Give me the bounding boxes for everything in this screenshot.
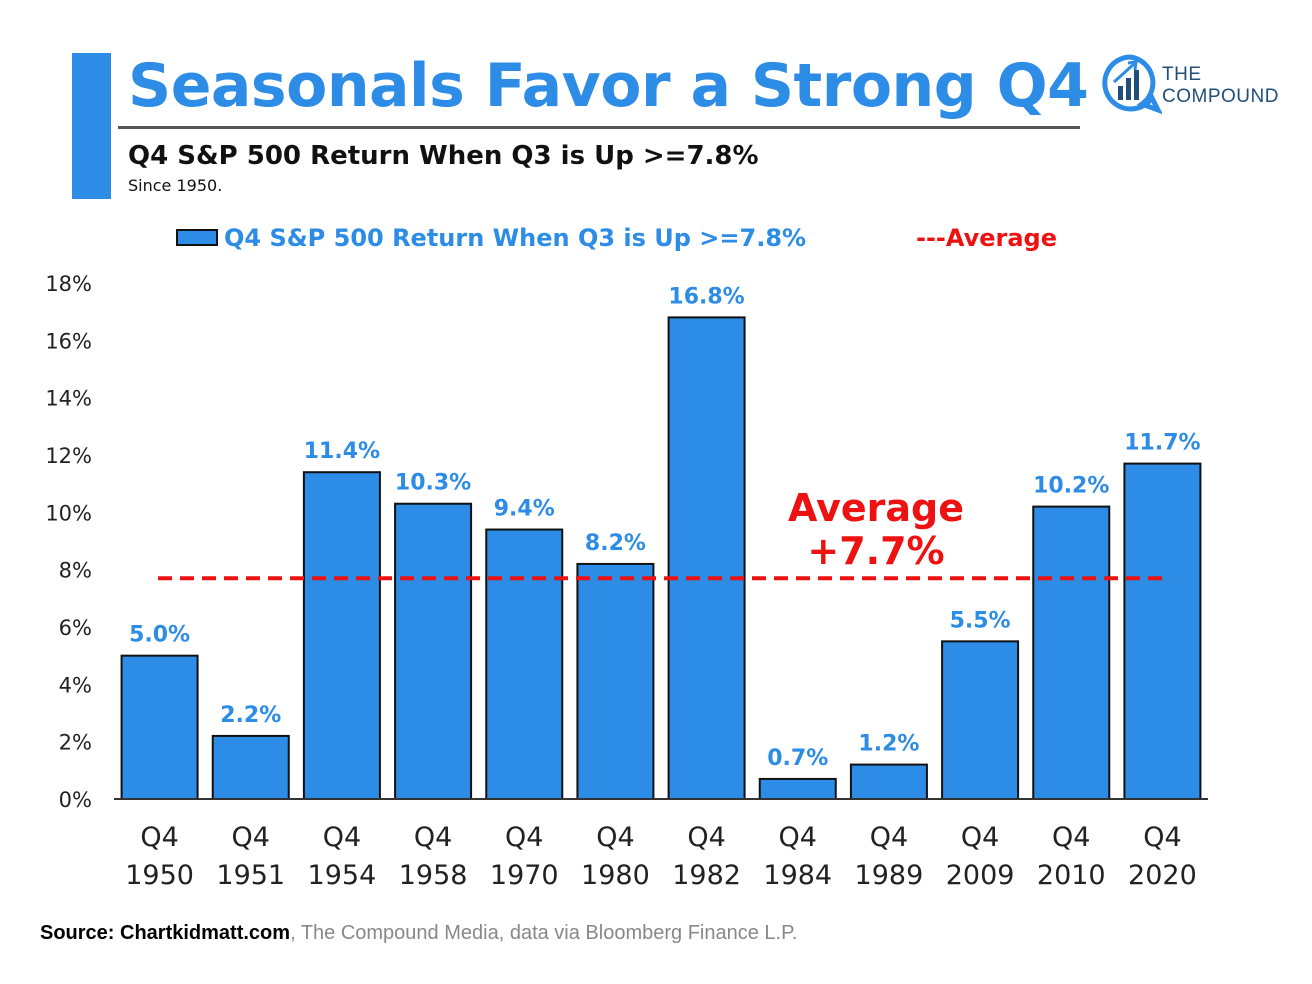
chart-bubble-icon: [1102, 54, 1162, 115]
y-tick-label: 8%: [59, 559, 92, 583]
bar: [667, 316, 746, 800]
title-divider: [118, 126, 1080, 129]
bar: [485, 528, 564, 800]
x-tick-label: Q4: [1143, 822, 1181, 853]
x-tick-label: 1980: [581, 860, 650, 891]
brand-line-2: COMPOUND: [1162, 86, 1279, 107]
x-tick-label: Q4: [870, 822, 908, 853]
x-tick-label: Q4: [779, 822, 817, 853]
data-label: 5.5%: [950, 608, 1011, 633]
y-tick-label: 16%: [45, 329, 92, 353]
data-label: 16.8%: [668, 284, 744, 309]
x-tick-label: Q4: [140, 822, 178, 853]
y-tick-label: 12%: [45, 444, 92, 468]
x-tick-label: Q4: [687, 822, 725, 853]
since-note: Since 1950.: [128, 176, 223, 195]
data-label: 10.3%: [395, 471, 471, 496]
source-rest: , The Compound Media, data via Bloomberg…: [290, 922, 798, 944]
bar: [394, 502, 473, 800]
x-tick-label: 1989: [855, 860, 924, 891]
x-tick-label: 2009: [946, 860, 1015, 891]
data-label: 11.7%: [1124, 431, 1200, 456]
bar: [211, 734, 290, 801]
data-label: 2.2%: [220, 703, 281, 728]
data-label: 9.4%: [494, 497, 555, 522]
y-tick-label: 0%: [59, 788, 92, 812]
legend-average-label: ---Average: [916, 224, 1058, 252]
source-bold: Source: Chartkidmatt.com: [40, 922, 291, 944]
y-tick-label: 18%: [45, 272, 92, 296]
bar: [758, 777, 837, 801]
title-accent-bar: [72, 53, 111, 199]
x-tick-label: Q4: [414, 822, 452, 853]
bar: [849, 763, 928, 800]
brand-line-1: THE: [1162, 64, 1202, 85]
data-label: 8.2%: [585, 531, 646, 556]
y-tick-label: 14%: [45, 387, 92, 411]
source-note: Source: Chartkidmatt.com, The Compound M…: [40, 920, 797, 946]
chart-subtitle: Q4 S&P 500 Return When Q3 is Up >=7.8%: [128, 141, 759, 171]
brand-logo-text: THE COMPOUND: [1162, 64, 1279, 108]
data-label: 10.2%: [1033, 474, 1109, 499]
x-tick-label: 1958: [399, 860, 468, 891]
legend-swatch: [176, 229, 218, 246]
data-label: 5.0%: [129, 623, 190, 648]
x-tick-label: Q4: [232, 822, 270, 853]
x-tick-label: Q4: [1052, 822, 1090, 853]
data-label: 1.2%: [858, 732, 919, 757]
bar: [1123, 462, 1202, 800]
legend-series-label: Q4 S&P 500 Return When Q3 is Up >=7.8%: [224, 224, 807, 252]
x-tick-label: 2020: [1128, 860, 1197, 891]
y-tick-label: 4%: [59, 673, 92, 697]
bar: [1032, 505, 1111, 800]
x-tick-label: 1970: [490, 860, 559, 891]
bar: [576, 562, 655, 801]
x-tick-label: 2010: [1037, 860, 1106, 891]
bar: [941, 640, 1020, 800]
x-tick-label: Q4: [596, 822, 634, 853]
x-tick-label: 1982: [672, 860, 741, 891]
y-tick-label: 10%: [45, 501, 92, 525]
x-tick-label: 1984: [763, 860, 832, 891]
x-tick-label: Q4: [323, 822, 361, 853]
average-annotation: Average: [788, 486, 964, 530]
bar: [120, 654, 199, 801]
page-title: Seasonals Favor a Strong Q4: [128, 51, 1089, 121]
x-tick-label: Q4: [505, 822, 543, 853]
x-tick-label: 1951: [216, 860, 285, 891]
average-annotation: +7.7%: [807, 529, 944, 573]
y-tick-label: 6%: [59, 616, 92, 640]
data-label: 0.7%: [767, 746, 828, 771]
x-tick-label: Q4: [961, 822, 999, 853]
bar: [302, 471, 381, 800]
x-tick-label: 1954: [308, 860, 377, 891]
data-label: 11.4%: [304, 439, 380, 464]
y-tick-label: 2%: [59, 731, 92, 755]
x-tick-label: 1950: [125, 860, 194, 891]
